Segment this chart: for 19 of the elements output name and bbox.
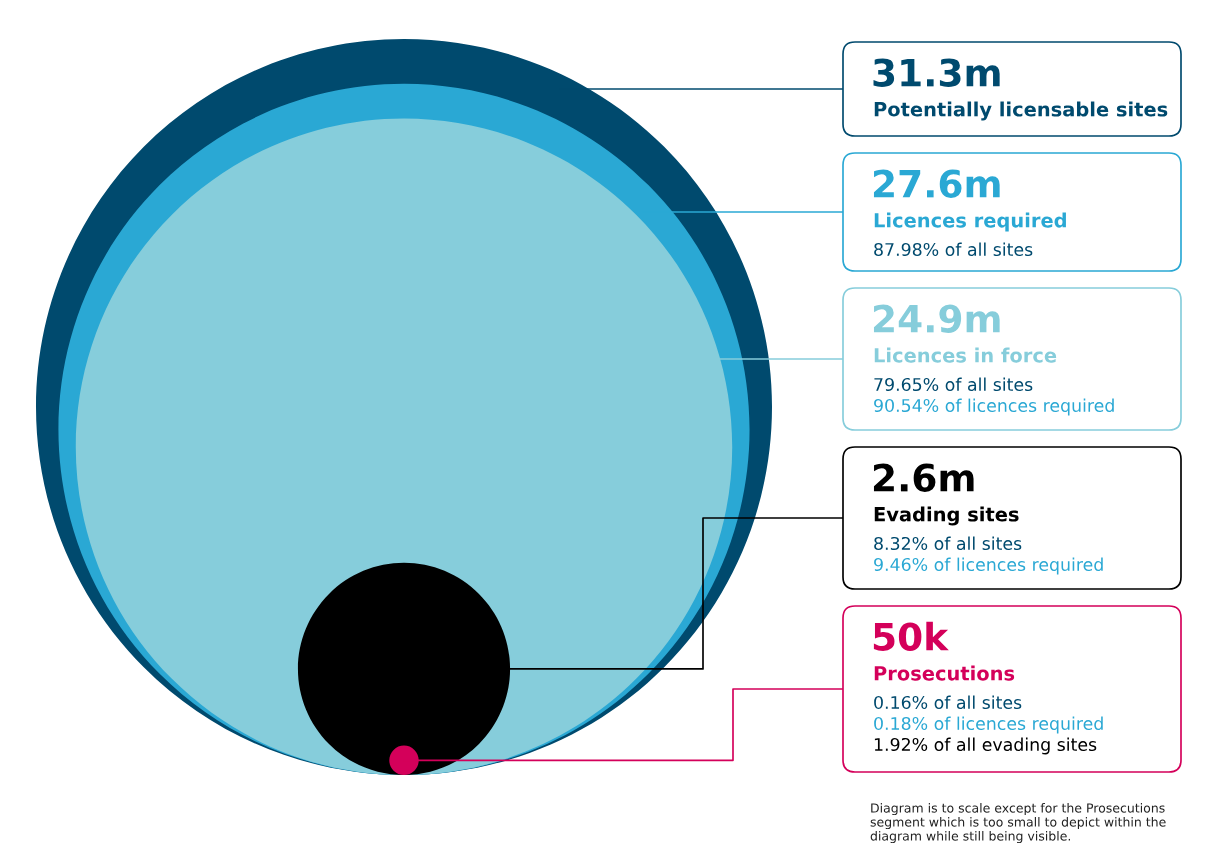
- data-label: 24.9m: [873, 304, 1000, 333]
- text: 90.54% of licences required: [874, 398, 1114, 416]
- category-label: Licences required: [874, 212, 1066, 232]
- data-label: 31.3m: [873, 58, 1000, 87]
- text: 8.32% of all sites: [874, 536, 1022, 551]
- text: 79.65% of all sites: [874, 377, 1033, 392]
- data-label: 27.6m: [873, 169, 1000, 198]
- category-label: Prosecutions: [874, 665, 1015, 681]
- text: 1.92% of all evading sites: [874, 737, 1097, 755]
- text: Diagram is to scale except for the Prosecutions segment which is too small to depict within the diagram while still being visible.: [870, 803, 1166, 844]
- text: 0.16% of all sites: [874, 695, 1022, 710]
- data-label: 2.6m: [873, 463, 974, 492]
- category-label: Potentially licensable sites: [874, 101, 1168, 121]
- category-label: Licences in force: [874, 347, 1057, 363]
- data-label: 50k: [873, 621, 949, 651]
- category-label: Evading sites: [874, 506, 1019, 526]
- text: 87.98% of all sites: [874, 242, 1033, 257]
- text: 0.18% of licences required: [874, 716, 1103, 734]
- text: 9.46% of licences required: [874, 557, 1103, 575]
